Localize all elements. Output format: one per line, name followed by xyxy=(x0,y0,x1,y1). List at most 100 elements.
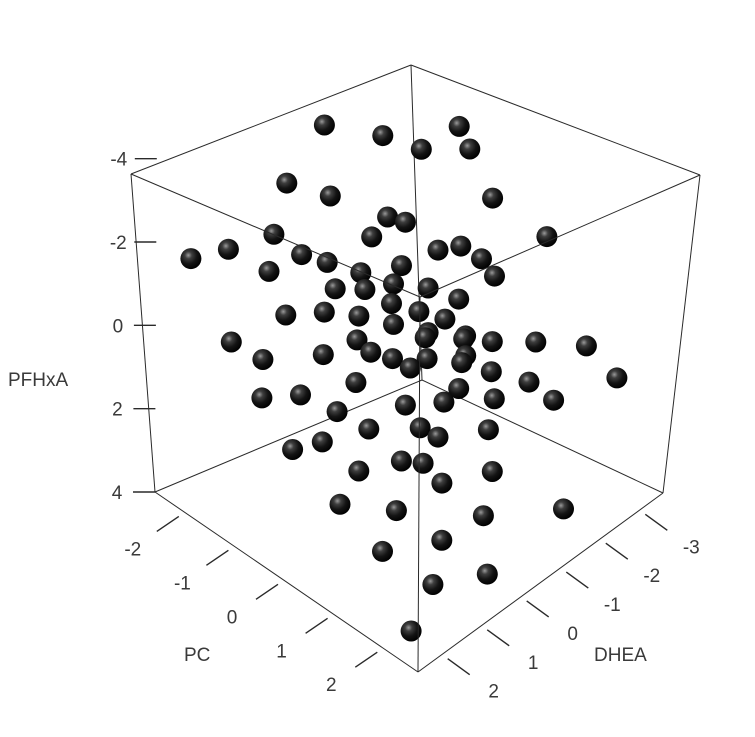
data-point xyxy=(483,388,505,410)
data-point xyxy=(345,372,367,393)
pfhxa-tick-label: 4 xyxy=(112,483,123,504)
data-point xyxy=(251,387,273,409)
box-edge xyxy=(410,64,701,176)
pfhxa-tick-label: 0 xyxy=(113,316,124,337)
dhea-tick xyxy=(526,600,550,618)
dhea-tick xyxy=(486,629,510,647)
data-point xyxy=(481,461,503,482)
data-point xyxy=(417,277,439,299)
data-point xyxy=(412,452,434,474)
data-point xyxy=(450,235,472,257)
data-point xyxy=(410,138,432,160)
data-point xyxy=(427,426,449,448)
data-point xyxy=(252,349,274,370)
box-edge xyxy=(154,491,419,673)
dhea-tick xyxy=(605,542,629,560)
data-point xyxy=(358,418,380,440)
data-point xyxy=(481,331,503,353)
data-point xyxy=(385,500,407,522)
axis-title-pfhxa: PFHxA xyxy=(8,370,69,391)
data-points xyxy=(180,114,628,642)
dhea-tick xyxy=(565,571,589,589)
data-point xyxy=(471,248,492,270)
data-point xyxy=(433,391,455,413)
dhea-tick xyxy=(644,513,668,531)
data-point xyxy=(553,498,574,520)
data-point xyxy=(390,450,412,472)
data-point xyxy=(518,371,540,393)
data-point xyxy=(476,563,498,585)
axis-ticks xyxy=(133,157,668,676)
data-point xyxy=(448,115,470,137)
data-point xyxy=(372,540,393,562)
box-edge xyxy=(130,173,156,493)
box-edge xyxy=(417,296,421,673)
data-point xyxy=(377,206,399,228)
data-point xyxy=(422,574,444,595)
box-edge xyxy=(130,173,421,298)
pfhxa-tick-label: -4 xyxy=(110,150,127,171)
data-point xyxy=(482,187,504,209)
data-point xyxy=(477,419,499,441)
pfhxa-tick-label: 2 xyxy=(112,400,123,421)
data-point xyxy=(312,344,334,366)
data-point xyxy=(220,331,242,353)
data-point xyxy=(575,335,597,357)
pc-tick-label: -2 xyxy=(124,539,141,560)
dhea-tick-label: -1 xyxy=(604,595,621,616)
data-point xyxy=(434,308,456,330)
pc-tick xyxy=(305,617,328,634)
data-point xyxy=(394,211,416,233)
data-point xyxy=(329,493,351,515)
box-edge xyxy=(662,174,701,494)
data-point xyxy=(276,172,298,194)
data-point xyxy=(536,226,558,248)
data-point xyxy=(346,329,368,351)
data-point xyxy=(480,361,502,383)
data-point xyxy=(313,114,335,136)
data-point xyxy=(316,251,338,273)
data-point xyxy=(400,620,422,642)
dhea-tick-label: -3 xyxy=(683,537,700,558)
data-point xyxy=(472,505,494,527)
data-point xyxy=(313,301,335,323)
data-point xyxy=(414,327,436,349)
data-point xyxy=(282,439,304,460)
pc-tick xyxy=(354,651,378,668)
dhea-tick-label: 2 xyxy=(488,682,499,703)
axis-title-pc: PC xyxy=(184,645,210,666)
data-point xyxy=(543,389,565,411)
data-point xyxy=(361,226,383,248)
data-point xyxy=(348,305,370,327)
data-point xyxy=(399,357,421,379)
dhea-tick-label: 1 xyxy=(528,653,539,674)
pfhxa-tick-label: -2 xyxy=(110,233,127,254)
data-point xyxy=(453,328,475,350)
data-point xyxy=(382,348,403,370)
data-point xyxy=(525,331,547,353)
box-edge xyxy=(130,64,412,175)
data-point xyxy=(448,378,470,399)
data-point xyxy=(258,260,280,282)
data-point xyxy=(381,293,402,314)
pc-tick xyxy=(156,515,180,532)
box-edge xyxy=(417,492,664,673)
data-point xyxy=(451,352,473,374)
data-point xyxy=(409,417,431,439)
dhea-tick xyxy=(447,658,471,676)
data-point xyxy=(484,265,505,287)
axis-title-dhea: DHEA xyxy=(594,645,647,666)
data-point xyxy=(408,301,430,323)
box-edge xyxy=(419,174,701,298)
data-point xyxy=(606,367,628,389)
pc-tick xyxy=(206,549,229,566)
data-point xyxy=(326,401,348,423)
data-point xyxy=(459,138,481,160)
data-point xyxy=(416,348,438,370)
data-point xyxy=(217,238,239,260)
data-point xyxy=(383,313,404,335)
data-point xyxy=(291,244,313,266)
dhea-tick-label: 0 xyxy=(567,624,578,645)
data-point xyxy=(348,460,370,482)
